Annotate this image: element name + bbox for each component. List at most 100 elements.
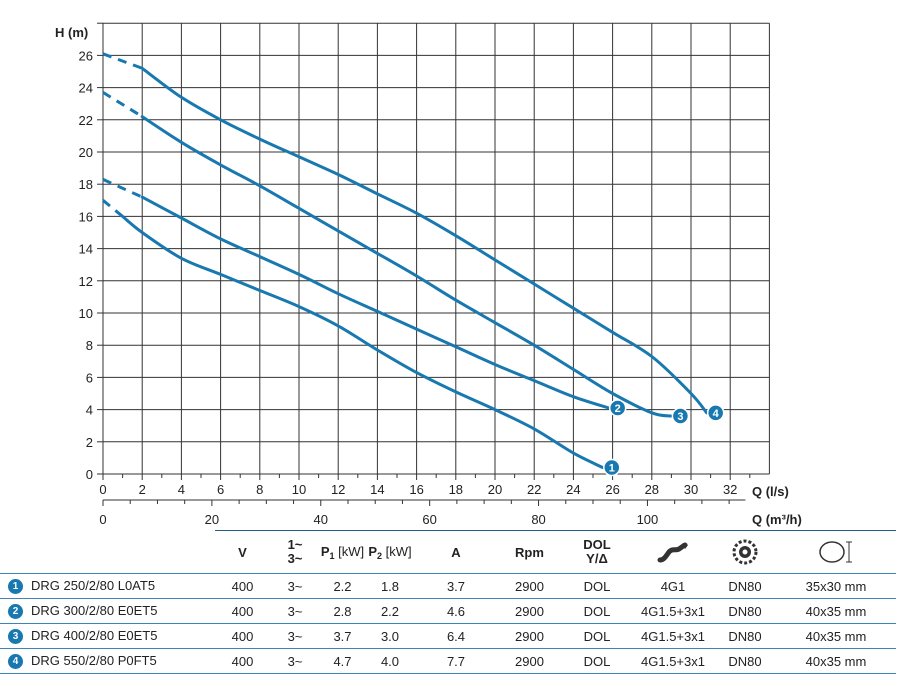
header-voltage: V <box>215 530 270 574</box>
rpm-cell: 2900 <box>497 648 562 674</box>
model-number-badge: 4 <box>8 654 23 670</box>
rpm-cell: 2900 <box>497 573 562 599</box>
model-number-badge: 3 <box>8 629 23 645</box>
outlet-cell: DN80 <box>714 623 776 649</box>
model-name: DRG 300/2/80 E0ET5 <box>31 602 158 618</box>
x-tick-label: 12 <box>331 482 345 497</box>
passage-cell: 40x35 mm <box>776 623 896 649</box>
voltage-cell: 400 <box>215 598 270 624</box>
model-name: DRG 400/2/80 E0ET5 <box>31 627 158 643</box>
x-tick-label: 14 <box>370 482 384 497</box>
x-tick-label: 18 <box>449 482 463 497</box>
x2-tick-label: 20 <box>205 512 219 527</box>
y-tick-label: 16 <box>79 209 93 224</box>
cable-icon <box>657 542 688 563</box>
header-p1: P1 [kW] <box>320 530 365 574</box>
table-row: 4 DRG 550/2/80 P0FT5 400 3~ 4.7 4.0 7.7 2900 DOL… <box>0 648 896 674</box>
series-1-dashed-line <box>102 199 124 218</box>
p1-cell: 4.7 <box>320 648 365 674</box>
spec-table: V 1~ 3~ P1 [kW] P2 [kW] A Rpm DOL Y/Δ <box>0 530 896 674</box>
x-tick-label: 2 <box>139 482 146 497</box>
header-p2-sub: 2 <box>377 550 383 561</box>
model-cell: 4 DRG 550/2/80 P0FT5 <box>0 648 215 674</box>
p2-cell: 3.0 <box>365 623 415 649</box>
y-tick-label: 18 <box>79 177 93 192</box>
model-cell: 1 DRG 250/2/80 L0AT5 <box>0 573 215 599</box>
header-phase-top: 1~ <box>287 537 303 552</box>
x2-tick-label: 0 <box>99 512 106 527</box>
x-tick-label: 28 <box>645 482 659 497</box>
performance-chart: 0 2 4 6 8 10 12 14 16 18 20 22 24 26 28 30 3202468101214… <box>55 22 802 527</box>
series-2-marker-label: 2 <box>615 403 621 415</box>
y-tick-label: 20 <box>79 145 93 160</box>
series-3-marker <box>671 407 690 425</box>
cable-cell: 4G1.5+3x1 <box>632 648 714 674</box>
header-amps: A <box>415 530 497 574</box>
y-tick-label: 24 <box>79 81 93 96</box>
chart-axes: 0 2 4 6 8 10 12 14 16 18 20 22 24 26 28 30 3202468101214… <box>79 22 751 527</box>
series-4-marker-label: 4 <box>713 408 720 420</box>
y-axis-title: H (m) <box>55 25 88 40</box>
header-phase: 1~ 3~ <box>270 530 320 574</box>
series-1-marker-label: 1 <box>609 463 615 475</box>
header-phase-bottom: 3~ <box>287 551 303 566</box>
passage-cell: 40x35 mm <box>776 598 896 624</box>
p2-cell: 2.2 <box>365 598 415 624</box>
series-3-dashed-line <box>102 91 143 118</box>
header-p2-symbol: P <box>368 543 378 559</box>
model-cell: 3 DRG 400/2/80 E0ET5 <box>0 623 215 649</box>
voltage-cell: 400 <box>215 573 270 599</box>
start-cell: DOL <box>562 648 632 674</box>
series-3-marker-label: 3 <box>677 411 683 423</box>
x-tick-label: 30 <box>684 482 698 497</box>
cable-cell: 4G1.5+3x1 <box>632 623 714 649</box>
y-tick-label: 4 <box>86 403 93 418</box>
voltage-cell: 400 <box>215 648 270 674</box>
cable-cell: 4G1 <box>632 573 714 599</box>
impeller-icon <box>732 539 758 565</box>
start-cell: DOL <box>562 598 632 624</box>
start-cell: DOL <box>562 623 632 649</box>
amps-cell: 3.7 <box>415 573 497 599</box>
header-start: DOL Y/Δ <box>562 530 632 574</box>
phase-cell: 3~ <box>270 623 320 649</box>
model-cell: 2 DRG 300/2/80 E0ET5 <box>0 598 215 624</box>
series-2-line <box>140 195 611 410</box>
model-name: DRG 550/2/80 P0FT5 <box>31 652 157 668</box>
x-tick-label: 6 <box>217 482 224 497</box>
header-p2: P2 [kW] <box>365 530 415 574</box>
header-start-top: DOL <box>583 537 611 552</box>
table-row: 2 DRG 300/2/80 E0ET5 400 3~ 2.8 2.2 4.6 2900 DOL… <box>0 598 896 624</box>
x2-axis-title: Q (m³/h) <box>752 512 802 527</box>
outlet-cell: DN80 <box>714 648 776 674</box>
y-tick-label: 0 <box>86 467 93 482</box>
x-tick-label: 8 <box>256 482 263 497</box>
series-4-marker <box>706 404 725 422</box>
x-tick-label: 10 <box>292 482 306 497</box>
outlet-cell: DN80 <box>714 573 776 599</box>
chart-grid <box>102 22 770 475</box>
header-p1-sub: 1 <box>329 550 335 561</box>
y-tick-label: 26 <box>79 48 93 63</box>
x-tick-label: 32 <box>723 482 737 497</box>
series-4-line <box>140 66 709 415</box>
series-2-marker <box>608 399 627 417</box>
table-row: 3 DRG 400/2/80 E0ET5 400 3~ 3.7 3.0 6.4 2900 DOL… <box>0 623 896 649</box>
phase-cell: 3~ <box>270 648 320 674</box>
header-p1-unit: [kW] <box>338 543 365 559</box>
table-row: 1 DRG 250/2/80 L0AT5 400 3~ 2.2 1.8 3.7 2900 DOL… <box>0 573 896 599</box>
p1-cell: 2.8 <box>320 598 365 624</box>
x-tick-label: 16 <box>409 482 423 497</box>
x2-tick-label: 60 <box>422 512 436 527</box>
x-axis-title: Q (l/s) <box>752 484 789 499</box>
model-number-badge: 1 <box>8 579 23 595</box>
passage-cell: 40x35 mm <box>776 648 896 674</box>
rpm-cell: 2900 <box>497 623 562 649</box>
y-tick-label: 22 <box>79 113 93 128</box>
x2-tick-label: 80 <box>531 512 545 527</box>
series-4-dashed-line <box>102 52 143 70</box>
free-passage-icon <box>819 541 852 563</box>
header-blank <box>0 531 215 574</box>
x-tick-label: 0 <box>99 482 106 497</box>
y-tick-label: 14 <box>79 242 93 257</box>
